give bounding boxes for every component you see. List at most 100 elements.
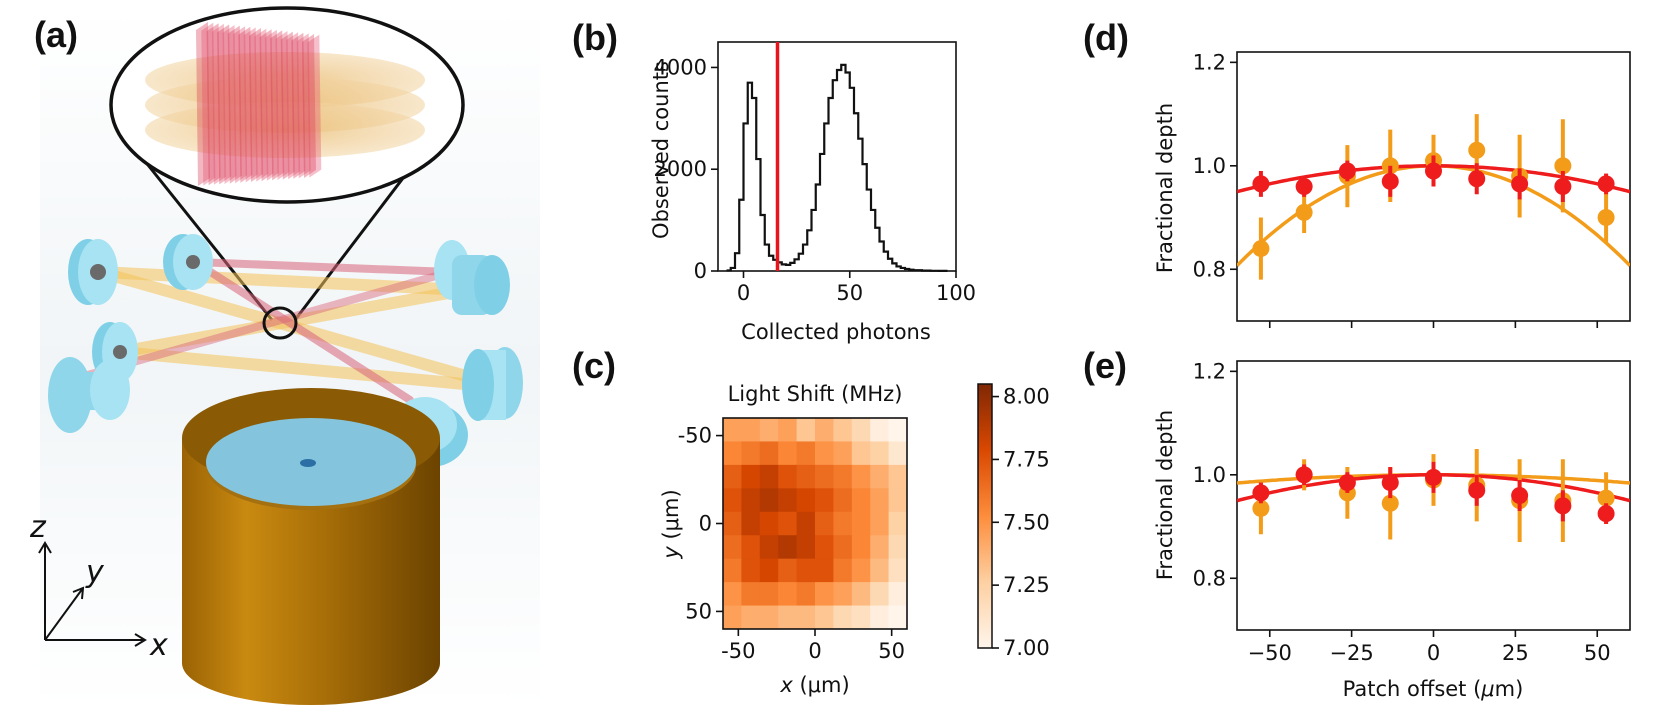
heatmap-cell — [741, 535, 761, 560]
lattice-sheet — [196, 22, 210, 186]
heatmap-cell — [888, 582, 908, 607]
heatmap-cell — [723, 418, 742, 442]
lattice-sheet — [249, 28, 263, 182]
panel-label-c: (c) — [572, 345, 616, 386]
data-point — [1338, 162, 1356, 180]
heatmap-cell — [741, 441, 761, 466]
panel-label-a: (a) — [34, 14, 78, 55]
panel-e-scatter: (e) −50 −25 0 25 50 0.8 1.0 1.2 Fractional dept… — [1083, 345, 1631, 701]
y-tick-label: -50 — [678, 424, 712, 448]
colorbar-tick-label: 7.50 — [1003, 510, 1050, 534]
heatmap-cell — [815, 488, 834, 513]
lattice-sheet — [307, 34, 322, 178]
heatmap-cell — [870, 464, 890, 489]
data-point — [1425, 162, 1442, 180]
heatmap-cell — [888, 558, 908, 583]
heatmap-cell — [833, 488, 853, 513]
x-tick-label: 50 — [878, 639, 905, 663]
histogram-xlabel: Collected photons — [741, 320, 931, 344]
heatmap-cell — [815, 582, 834, 607]
heatmap-cell — [870, 605, 890, 630]
lattice-sheet — [222, 25, 237, 184]
heatmap-cell — [796, 418, 816, 442]
data-point — [1252, 484, 1270, 502]
heatmap-cell — [815, 535, 834, 560]
heatmap-cell — [815, 418, 834, 442]
plot-marks — [1237, 448, 1630, 543]
data-point — [1597, 175, 1615, 193]
panel-e-ylabel: Fractional depth — [1153, 410, 1177, 580]
data-point — [1338, 474, 1356, 492]
heatmap-cell — [833, 441, 853, 466]
heatmap-cell — [833, 418, 853, 442]
y-tick-label: 0 — [699, 512, 712, 536]
data-point — [1468, 481, 1486, 499]
heatmap-cell — [796, 488, 816, 513]
heatmap-cell — [723, 441, 742, 466]
lattice-sheet — [270, 30, 285, 181]
y-tick-label: 4000 — [654, 55, 707, 79]
panel-label-d: (d) — [1083, 17, 1129, 58]
heatmap-cell — [870, 441, 890, 466]
x-tick-label: 0 — [808, 639, 821, 663]
panel-label-e: (e) — [1083, 345, 1127, 386]
heatmap-cell — [778, 535, 798, 560]
data-point — [1554, 497, 1572, 515]
x-tick-label: 50 — [1584, 641, 1611, 665]
y-tick-label: 1.2 — [1193, 50, 1226, 74]
heatmap-cell — [796, 558, 816, 583]
heatmap-cell — [796, 582, 816, 607]
data-point — [1381, 494, 1399, 512]
lattice-sheet — [238, 26, 253, 183]
mirror-icon — [48, 357, 130, 433]
colorbar-tick-label: 7.00 — [1003, 636, 1050, 660]
heatmap-cell — [888, 488, 908, 513]
plot-marks — [1237, 114, 1630, 280]
lattice-sheet — [296, 33, 311, 179]
data-point — [1295, 203, 1313, 221]
colorbar-tick-label: 7.25 — [1003, 573, 1050, 597]
zoom-cone-left — [138, 154, 274, 321]
heatmap-cell — [833, 582, 853, 607]
heatmap-cell — [815, 558, 834, 583]
heatmap-cell — [796, 535, 816, 560]
x-tick-label: −50 — [1248, 641, 1292, 665]
data-point — [1511, 175, 1529, 193]
heatmap-cell — [851, 464, 871, 489]
x-tick-label: −25 — [1329, 641, 1373, 665]
heatmap-cell — [833, 511, 853, 536]
heatmap-cell — [778, 464, 798, 489]
heatmap-cell — [723, 464, 742, 489]
panel-c-heatmap: (c) Light Shift (MHz) -50 0 50 -50 0 50 x (μm… — [572, 345, 1050, 697]
panel-d-scatter: (d) 0.8 1.0 1.2 Fractional depth — [1083, 17, 1631, 328]
lattice-sheet — [217, 24, 232, 185]
heatmap-cell — [815, 511, 834, 536]
lattice-sheets — [196, 22, 322, 186]
x-axis-label: x — [149, 628, 168, 663]
mirror-icon — [434, 240, 510, 315]
heatmap-cell — [870, 488, 890, 513]
y-tick-label: 0.8 — [1193, 566, 1226, 590]
heatmap-cell — [888, 464, 908, 489]
panel-b-histogram: (b) 0 50 100 0 2000 4000 Collected photons Ob… — [572, 17, 976, 344]
lattice-sheet — [264, 29, 279, 181]
heatmap-cell — [851, 511, 871, 536]
histogram-frame — [717, 41, 957, 272]
lattice-sheet — [291, 32, 306, 179]
coordinate-axes — [38, 541, 147, 647]
data-point — [1468, 141, 1486, 159]
heatmap-cell — [723, 511, 742, 536]
x-tick-label: 0 — [1427, 641, 1440, 665]
heatmap-cell — [888, 418, 908, 442]
panel-d-plot-area: 0.8 1.0 1.2 — [1193, 50, 1631, 328]
data-point — [1511, 487, 1529, 504]
atom-region-marker — [262, 306, 298, 340]
y-tick-label: 0.8 — [1193, 257, 1226, 281]
panel-label-b: (b) — [572, 17, 618, 58]
lattice-sheet — [254, 28, 269, 182]
data-point — [1554, 157, 1572, 175]
histogram-series — [726, 63, 948, 272]
y-axis-label: y — [85, 555, 105, 590]
data-point — [1295, 178, 1313, 195]
lattice-sheet — [259, 29, 274, 182]
